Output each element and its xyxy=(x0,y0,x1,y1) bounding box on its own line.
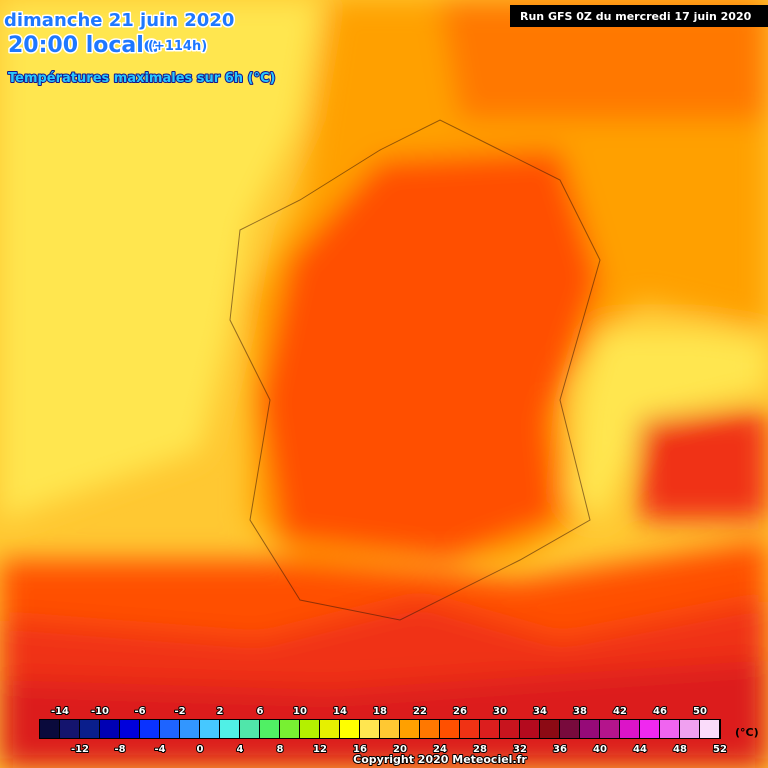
scale-label-top: 6 xyxy=(257,706,264,717)
scale-box xyxy=(240,720,259,738)
scale-label-bottom: 44 xyxy=(633,744,647,755)
scale-box xyxy=(320,720,339,738)
scale-box xyxy=(280,720,299,738)
scale-label-top: -2 xyxy=(174,706,185,717)
scale-box xyxy=(600,720,619,738)
scale-label-top: 18 xyxy=(373,706,387,717)
date: dimanche 21 juin 2020 xyxy=(4,10,234,31)
scale-box xyxy=(620,720,639,738)
time: 20:00 locale xyxy=(8,33,159,58)
scale-label-bottom: 8 xyxy=(277,744,284,755)
subtitle: Températures maximales sur 6h (°C) xyxy=(8,71,275,86)
scale-label-top: -14 xyxy=(51,706,69,717)
scale-label-bottom: 12 xyxy=(313,744,327,755)
scale-label-bottom: 20 xyxy=(393,744,407,755)
scale-box xyxy=(260,720,279,738)
scale-label-bottom: 24 xyxy=(433,744,447,755)
scale-box xyxy=(180,720,199,738)
scale-box xyxy=(300,720,319,738)
scale-box xyxy=(100,720,119,738)
scale-label-top: 14 xyxy=(333,706,347,717)
run-info: Run GFS 0Z du mercredi 17 juin 2020 xyxy=(520,10,752,23)
scale-box xyxy=(660,720,679,738)
scale-box xyxy=(140,720,159,738)
scale-box xyxy=(200,720,219,738)
scale-label-bottom: -12 xyxy=(71,744,89,755)
scale-label-bottom: -8 xyxy=(114,744,125,755)
scale-label-top: 38 xyxy=(573,706,587,717)
scale-box xyxy=(580,720,599,738)
scale-box xyxy=(80,720,99,738)
scale-box xyxy=(480,720,499,738)
scale-box xyxy=(640,720,659,738)
scale-box xyxy=(460,720,479,738)
offset: (+114h) xyxy=(148,39,207,54)
scale-box xyxy=(680,720,699,738)
scale-label-bottom: 16 xyxy=(353,744,367,755)
scale-box xyxy=(400,720,419,738)
scale-box xyxy=(120,720,139,738)
scale-label-top: -10 xyxy=(91,706,109,717)
scale-label-top: 42 xyxy=(613,706,627,717)
color-scale: -14 -10 -6 -2 2 6 10 14 18 22 26 30 34 38 42 46 50-12 -8-… xyxy=(39,705,728,756)
scale-label-top: 22 xyxy=(413,706,427,717)
scale-label-top: 46 xyxy=(653,706,667,717)
scale-box xyxy=(440,720,459,738)
scale-label-bottom: 48 xyxy=(673,744,687,755)
scale-box xyxy=(360,720,379,738)
scale-box xyxy=(520,720,539,738)
scale-label-top: 2 xyxy=(217,706,224,717)
legend-unit: (°C) xyxy=(735,726,759,739)
scale-box xyxy=(160,720,179,738)
scale-label-top: 10 xyxy=(293,706,307,717)
scale-box xyxy=(500,720,519,738)
scale-label-top: -6 xyxy=(134,706,145,717)
scale-box xyxy=(340,720,359,738)
scale-label-bottom: 40 xyxy=(593,744,607,755)
scale-box xyxy=(540,720,559,738)
scale-label-bottom: 52 xyxy=(713,744,727,755)
scale-box xyxy=(60,720,79,738)
run-box xyxy=(510,5,768,27)
scale-box xyxy=(220,720,239,738)
scale-box xyxy=(560,720,579,738)
scale-label-bottom: 28 xyxy=(473,744,487,755)
scale-box xyxy=(380,720,399,738)
scale-label-top: 50 xyxy=(693,706,707,717)
scale-label-bottom: -4 xyxy=(154,744,165,755)
scale-label-bottom: 36 xyxy=(553,744,567,755)
scale-box xyxy=(420,720,439,738)
scale-label-bottom: 4 xyxy=(237,744,244,755)
scale-label-top: 26 xyxy=(453,706,467,717)
scale-box xyxy=(40,720,59,738)
scale-box xyxy=(700,720,719,738)
scale-label-top: 30 xyxy=(493,706,507,717)
copyright: Copyright 2020 Meteociel.fr xyxy=(353,753,527,766)
scale-label-bottom: 0 xyxy=(197,744,204,755)
scale-label-top: 34 xyxy=(533,706,547,717)
scale-label-bottom: 32 xyxy=(513,744,527,755)
